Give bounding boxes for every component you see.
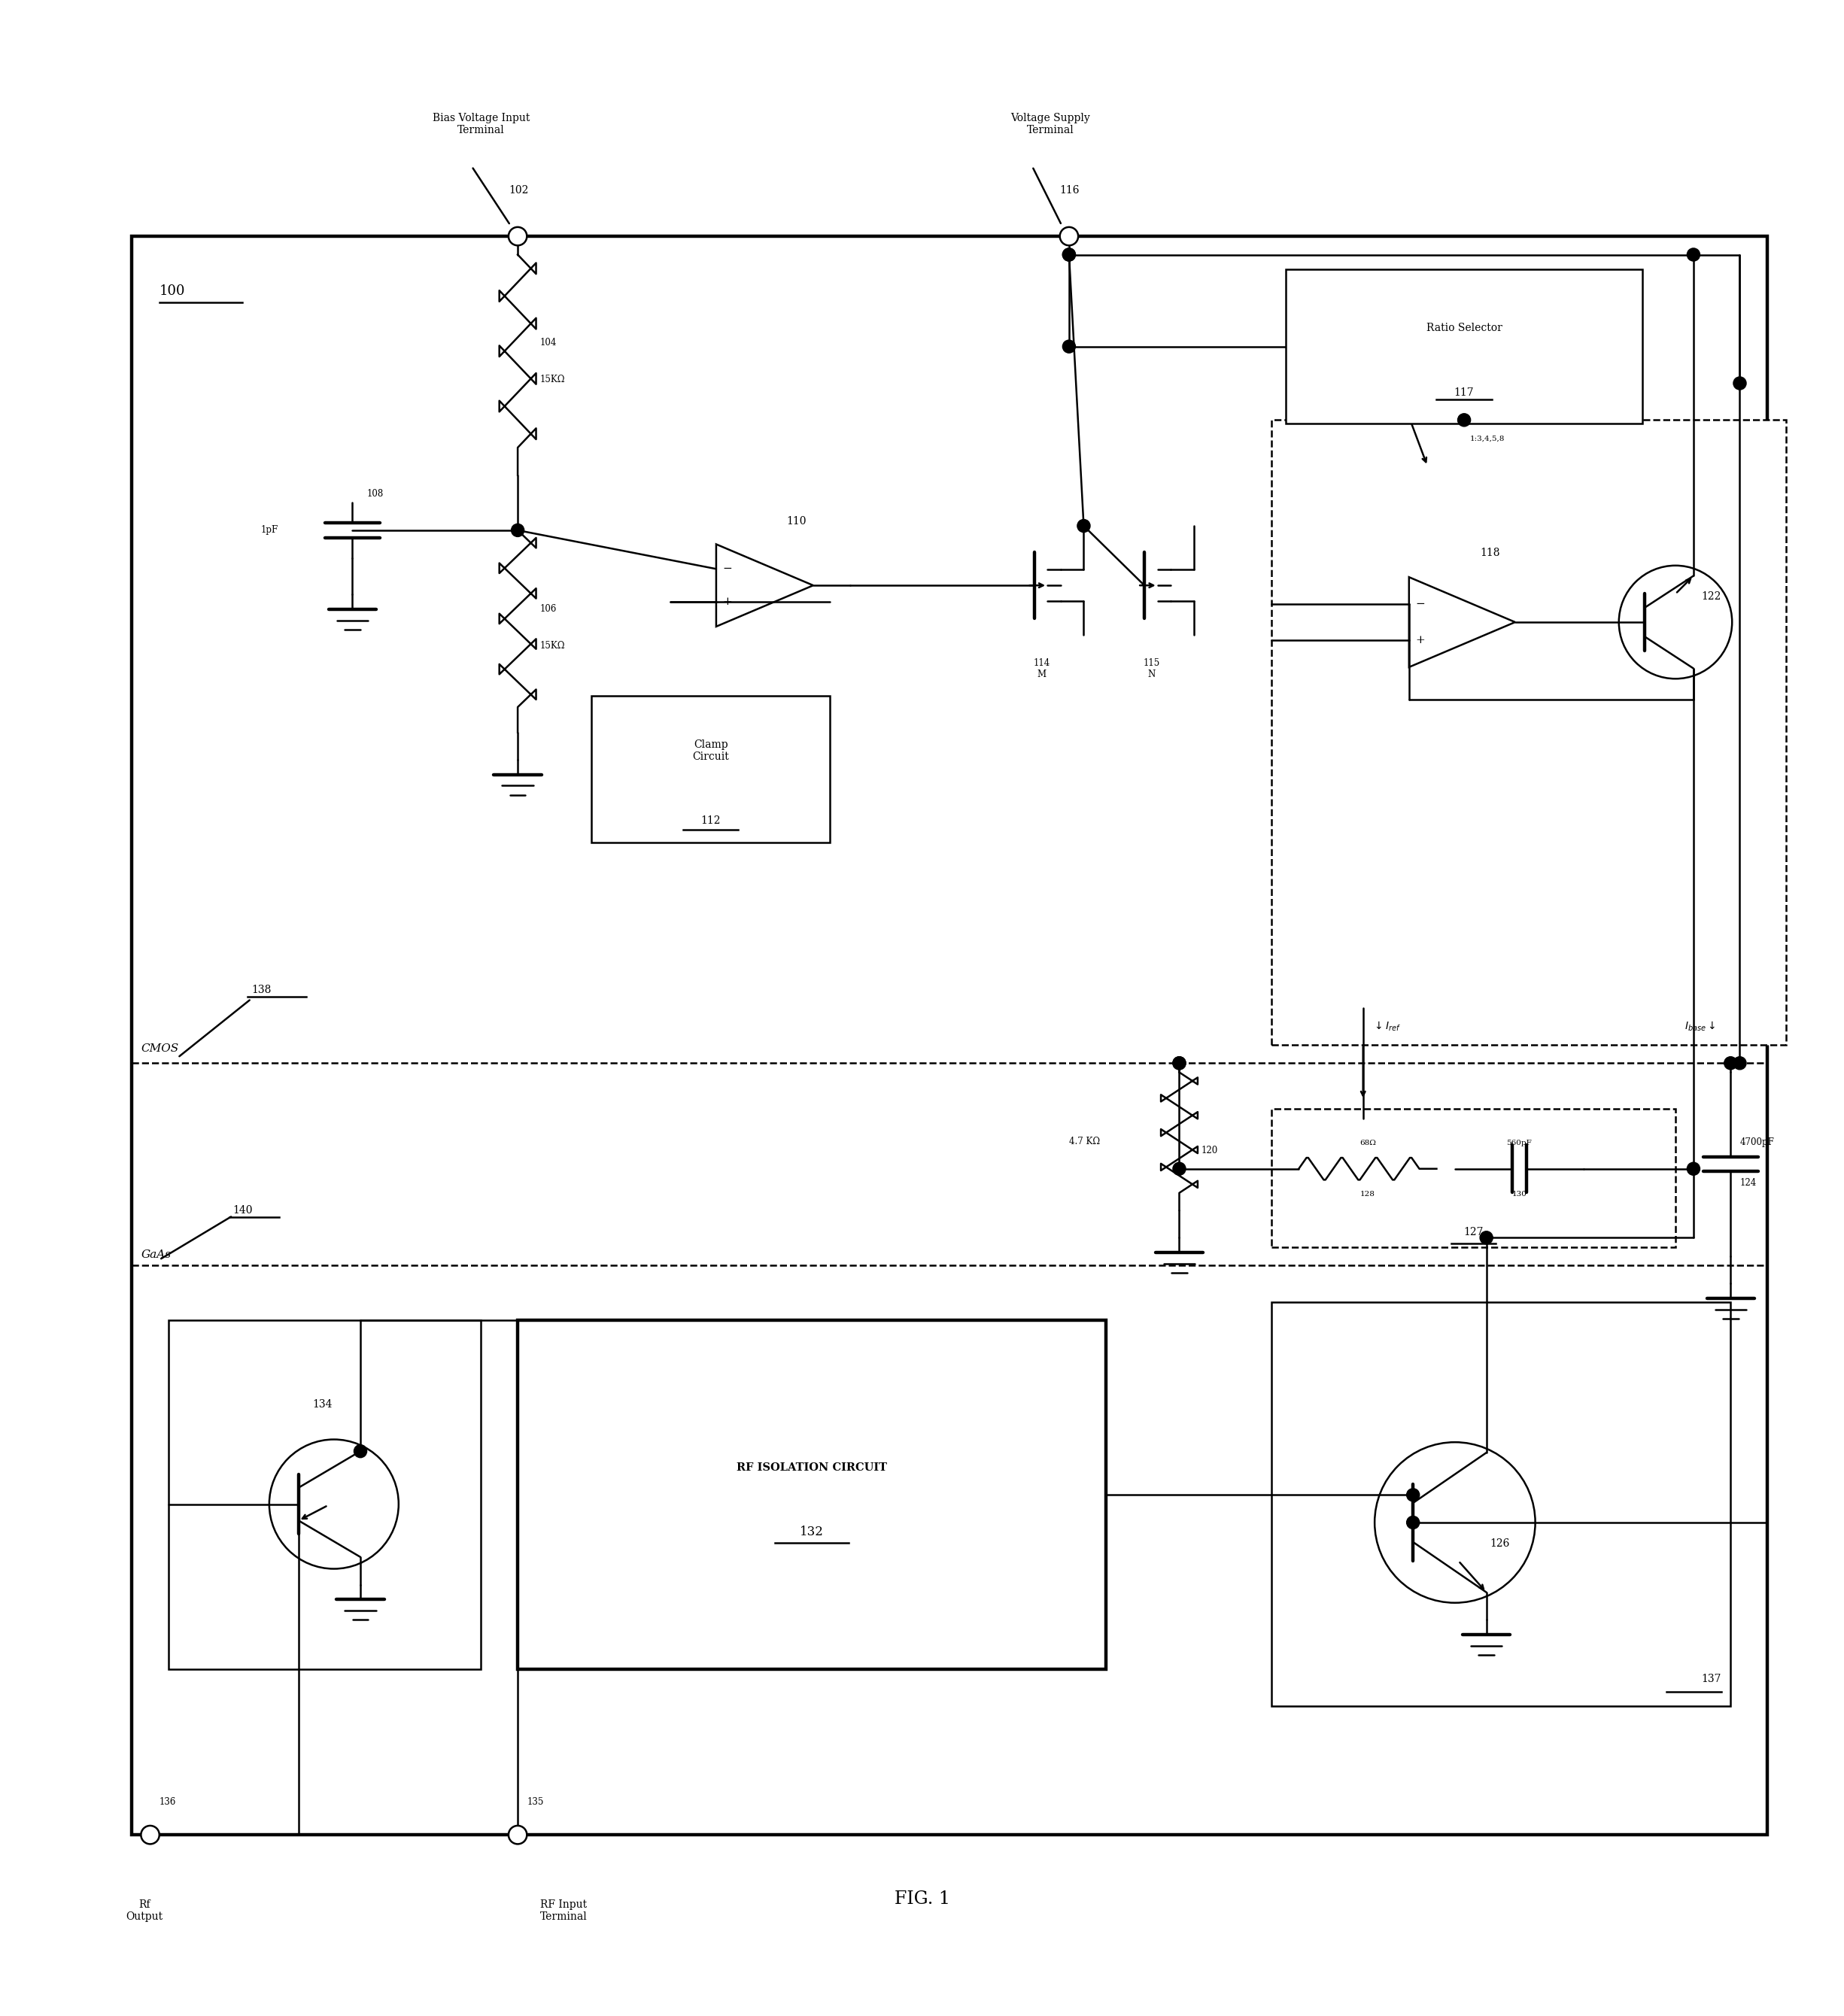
Text: 128: 128 — [1361, 1191, 1376, 1198]
Circle shape — [1724, 1056, 1737, 1070]
Text: −: − — [723, 564, 732, 575]
Text: 4.7 KΩ: 4.7 KΩ — [1070, 1137, 1101, 1147]
Circle shape — [1173, 1056, 1186, 1070]
FancyBboxPatch shape — [131, 236, 1767, 1835]
Circle shape — [1062, 248, 1075, 260]
Text: Rf
Output: Rf Output — [125, 1899, 162, 1921]
Text: 120: 120 — [1200, 1145, 1219, 1155]
Text: 4700pF: 4700pF — [1739, 1137, 1774, 1147]
Text: 136: 136 — [159, 1796, 177, 1806]
Text: 102: 102 — [509, 185, 529, 196]
Text: Voltage Supply
Terminal: Voltage Supply Terminal — [1011, 113, 1090, 135]
Text: RF Input
Terminal: RF Input Terminal — [540, 1899, 586, 1921]
Text: 138: 138 — [251, 984, 271, 994]
Text: 115
N: 115 N — [1143, 657, 1160, 679]
Circle shape — [1481, 1232, 1494, 1244]
Circle shape — [354, 1445, 367, 1458]
Text: 108: 108 — [367, 488, 384, 498]
Circle shape — [1077, 520, 1090, 532]
Text: 560pF: 560pF — [1507, 1139, 1532, 1147]
Circle shape — [511, 524, 524, 536]
Text: +: + — [1414, 635, 1425, 645]
Circle shape — [1733, 377, 1746, 389]
Text: 110: 110 — [787, 516, 806, 526]
Text: +: + — [723, 597, 732, 607]
Text: 127: 127 — [1464, 1228, 1483, 1238]
Text: FIG. 1: FIG. 1 — [894, 1891, 950, 1907]
Text: 104: 104 — [540, 339, 557, 347]
Text: 122: 122 — [1702, 591, 1720, 601]
Text: 126: 126 — [1490, 1538, 1510, 1548]
Circle shape — [1173, 1056, 1186, 1070]
FancyBboxPatch shape — [1271, 1109, 1676, 1246]
Circle shape — [140, 1826, 159, 1845]
FancyBboxPatch shape — [1271, 1302, 1732, 1706]
FancyBboxPatch shape — [1271, 419, 1785, 1044]
Text: −: − — [1414, 599, 1425, 609]
Circle shape — [1687, 1163, 1700, 1175]
Text: 100: 100 — [159, 284, 184, 298]
Text: Ratio Selector: Ratio Selector — [1425, 323, 1503, 333]
Circle shape — [1407, 1488, 1420, 1502]
Text: 116: 116 — [1060, 185, 1081, 196]
Text: 106: 106 — [540, 605, 557, 615]
Text: 134: 134 — [312, 1399, 332, 1409]
Circle shape — [509, 1826, 527, 1845]
Text: Clamp
Circuit: Clamp Circuit — [692, 740, 728, 762]
Text: 114
M: 114 M — [1033, 657, 1049, 679]
Text: 1:3,4,5,8: 1:3,4,5,8 — [1470, 435, 1505, 442]
Circle shape — [1060, 228, 1079, 246]
Text: 132: 132 — [800, 1526, 824, 1538]
Circle shape — [1062, 341, 1075, 353]
Text: 68Ω: 68Ω — [1359, 1139, 1376, 1147]
Circle shape — [1173, 1163, 1186, 1175]
FancyBboxPatch shape — [168, 1320, 481, 1669]
Text: 1pF: 1pF — [260, 526, 278, 534]
Circle shape — [1687, 248, 1700, 260]
FancyBboxPatch shape — [1285, 270, 1643, 423]
Text: Bias Voltage Input
Terminal: Bias Voltage Input Terminal — [431, 113, 529, 135]
FancyBboxPatch shape — [592, 696, 830, 843]
Text: 137: 137 — [1702, 1673, 1722, 1683]
Text: RF ISOLATION CIRCUIT: RF ISOLATION CIRCUIT — [736, 1462, 887, 1472]
Circle shape — [1062, 248, 1075, 260]
Text: 112: 112 — [701, 814, 721, 827]
Text: CMOS: CMOS — [140, 1044, 179, 1054]
Circle shape — [1459, 413, 1470, 427]
Text: GaAs: GaAs — [140, 1250, 171, 1260]
FancyBboxPatch shape — [518, 1320, 1106, 1669]
Text: 118: 118 — [1479, 546, 1499, 558]
Text: 130: 130 — [1512, 1191, 1527, 1198]
Text: 135: 135 — [527, 1796, 544, 1806]
Text: 15KΩ: 15KΩ — [540, 375, 564, 385]
Text: $I_{base}\downarrow$: $I_{base}\downarrow$ — [1684, 1020, 1715, 1032]
Text: 140: 140 — [232, 1206, 253, 1216]
Circle shape — [509, 228, 527, 246]
Text: 15KΩ: 15KΩ — [540, 641, 564, 651]
Text: $\downarrow I_{ref}$: $\downarrow I_{ref}$ — [1372, 1020, 1401, 1032]
Text: 117: 117 — [1455, 387, 1473, 397]
Circle shape — [1733, 1056, 1746, 1070]
Circle shape — [1407, 1516, 1420, 1528]
Text: 124: 124 — [1739, 1177, 1757, 1187]
